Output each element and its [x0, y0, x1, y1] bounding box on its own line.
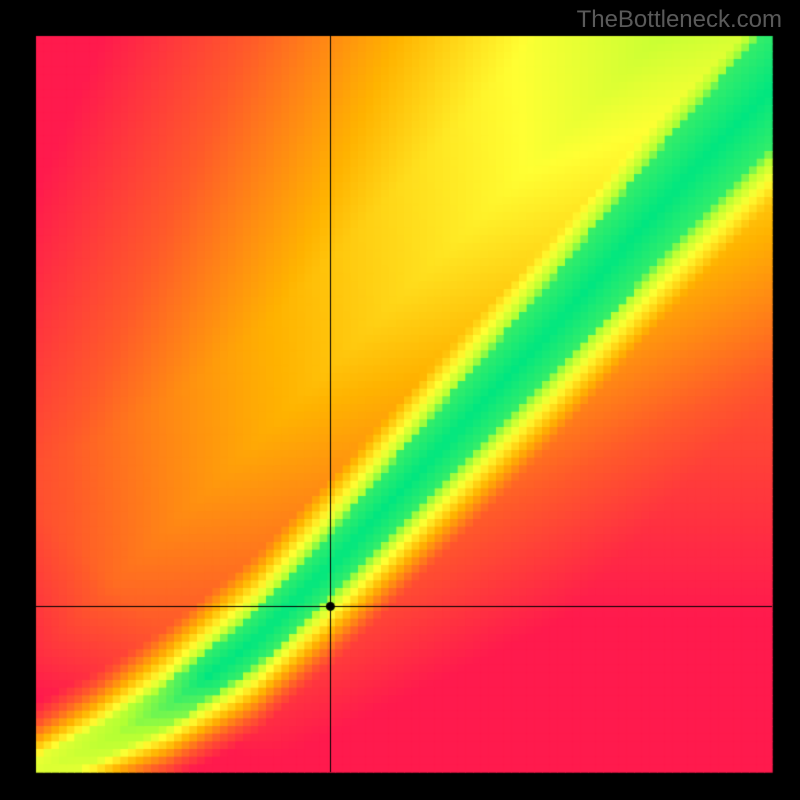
source-watermark: TheBottleneck.com [577, 6, 782, 34]
chart-container: TheBottleneck.com [0, 0, 800, 800]
bottleneck-heatmap-canvas [0, 0, 800, 800]
